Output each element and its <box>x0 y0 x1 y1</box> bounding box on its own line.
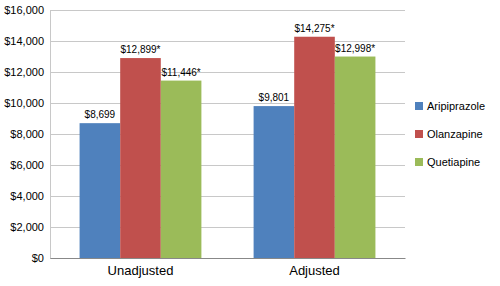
y-tick: $8,000 <box>10 128 50 140</box>
bar <box>335 57 376 258</box>
data-label: $12,899* <box>120 44 160 55</box>
x-tick: Adjusted <box>289 258 340 278</box>
bar <box>161 81 202 258</box>
data-label: $11,446* <box>161 67 200 78</box>
chart: $0 $2,000 $4,000 $6,000 $8,000 $10,000 $12,000… <box>0 0 500 286</box>
bar <box>254 106 295 258</box>
x-axis-line <box>51 258 406 259</box>
y-tick: $12,000 <box>4 66 50 78</box>
legend-swatch <box>415 102 423 110</box>
legend: Aripiprazole Olanzapine Quetiapine <box>415 100 485 168</box>
grid <box>50 10 405 258</box>
y-tick-label: $14,000 <box>4 35 44 47</box>
bars <box>80 37 376 258</box>
x-axis: Unadjusted Adjusted <box>51 258 406 278</box>
y-tick: $16,000 <box>4 4 50 16</box>
y-tick-label: $6,000 <box>10 159 44 171</box>
y-tick-label: $2,000 <box>10 221 44 233</box>
y-tick-label: $10,000 <box>4 97 44 109</box>
x-tick-label: Adjusted <box>289 263 340 278</box>
y-axis-line <box>50 11 51 259</box>
y-tick-label: $16,000 <box>4 4 44 16</box>
x-tick: Unadjusted <box>108 258 174 278</box>
legend-label: Quetiapine <box>427 156 480 168</box>
legend-label: Olanzapine <box>427 128 483 140</box>
data-label: $8,699 <box>85 109 116 120</box>
x-tick-label: Unadjusted <box>108 263 174 278</box>
bar <box>80 123 121 258</box>
y-tick: $6,000 <box>10 159 50 171</box>
data-label: $12,998* <box>335 43 375 54</box>
data-label: $14,275* <box>294 23 334 34</box>
legend-label: Aripiprazole <box>427 100 485 112</box>
bar <box>120 58 161 258</box>
y-tick: $4,000 <box>10 190 50 202</box>
legend-swatch <box>415 130 423 138</box>
data-labels: $8,699 $9,801 $12,899* $14,275* $11,446* $12,… <box>85 23 376 120</box>
grid-line <box>50 10 405 11</box>
y-tick-label: $12,000 <box>4 66 44 78</box>
y-tick-label: $4,000 <box>10 190 44 202</box>
bar <box>294 37 335 258</box>
grid-line <box>50 41 405 42</box>
y-tick: $2,000 <box>10 221 50 233</box>
y-tick-label: $8,000 <box>10 128 44 140</box>
data-label: $9,801 <box>259 92 290 103</box>
y-tick: $10,000 <box>4 97 50 109</box>
y-tick: $14,000 <box>4 35 50 47</box>
y-axis: $0 $2,000 $4,000 $6,000 $8,000 $10,000 $12,000… <box>4 4 50 264</box>
legend-swatch <box>415 158 423 166</box>
y-tick-label: $0 <box>32 252 44 264</box>
y-tick: $0 <box>32 252 50 264</box>
